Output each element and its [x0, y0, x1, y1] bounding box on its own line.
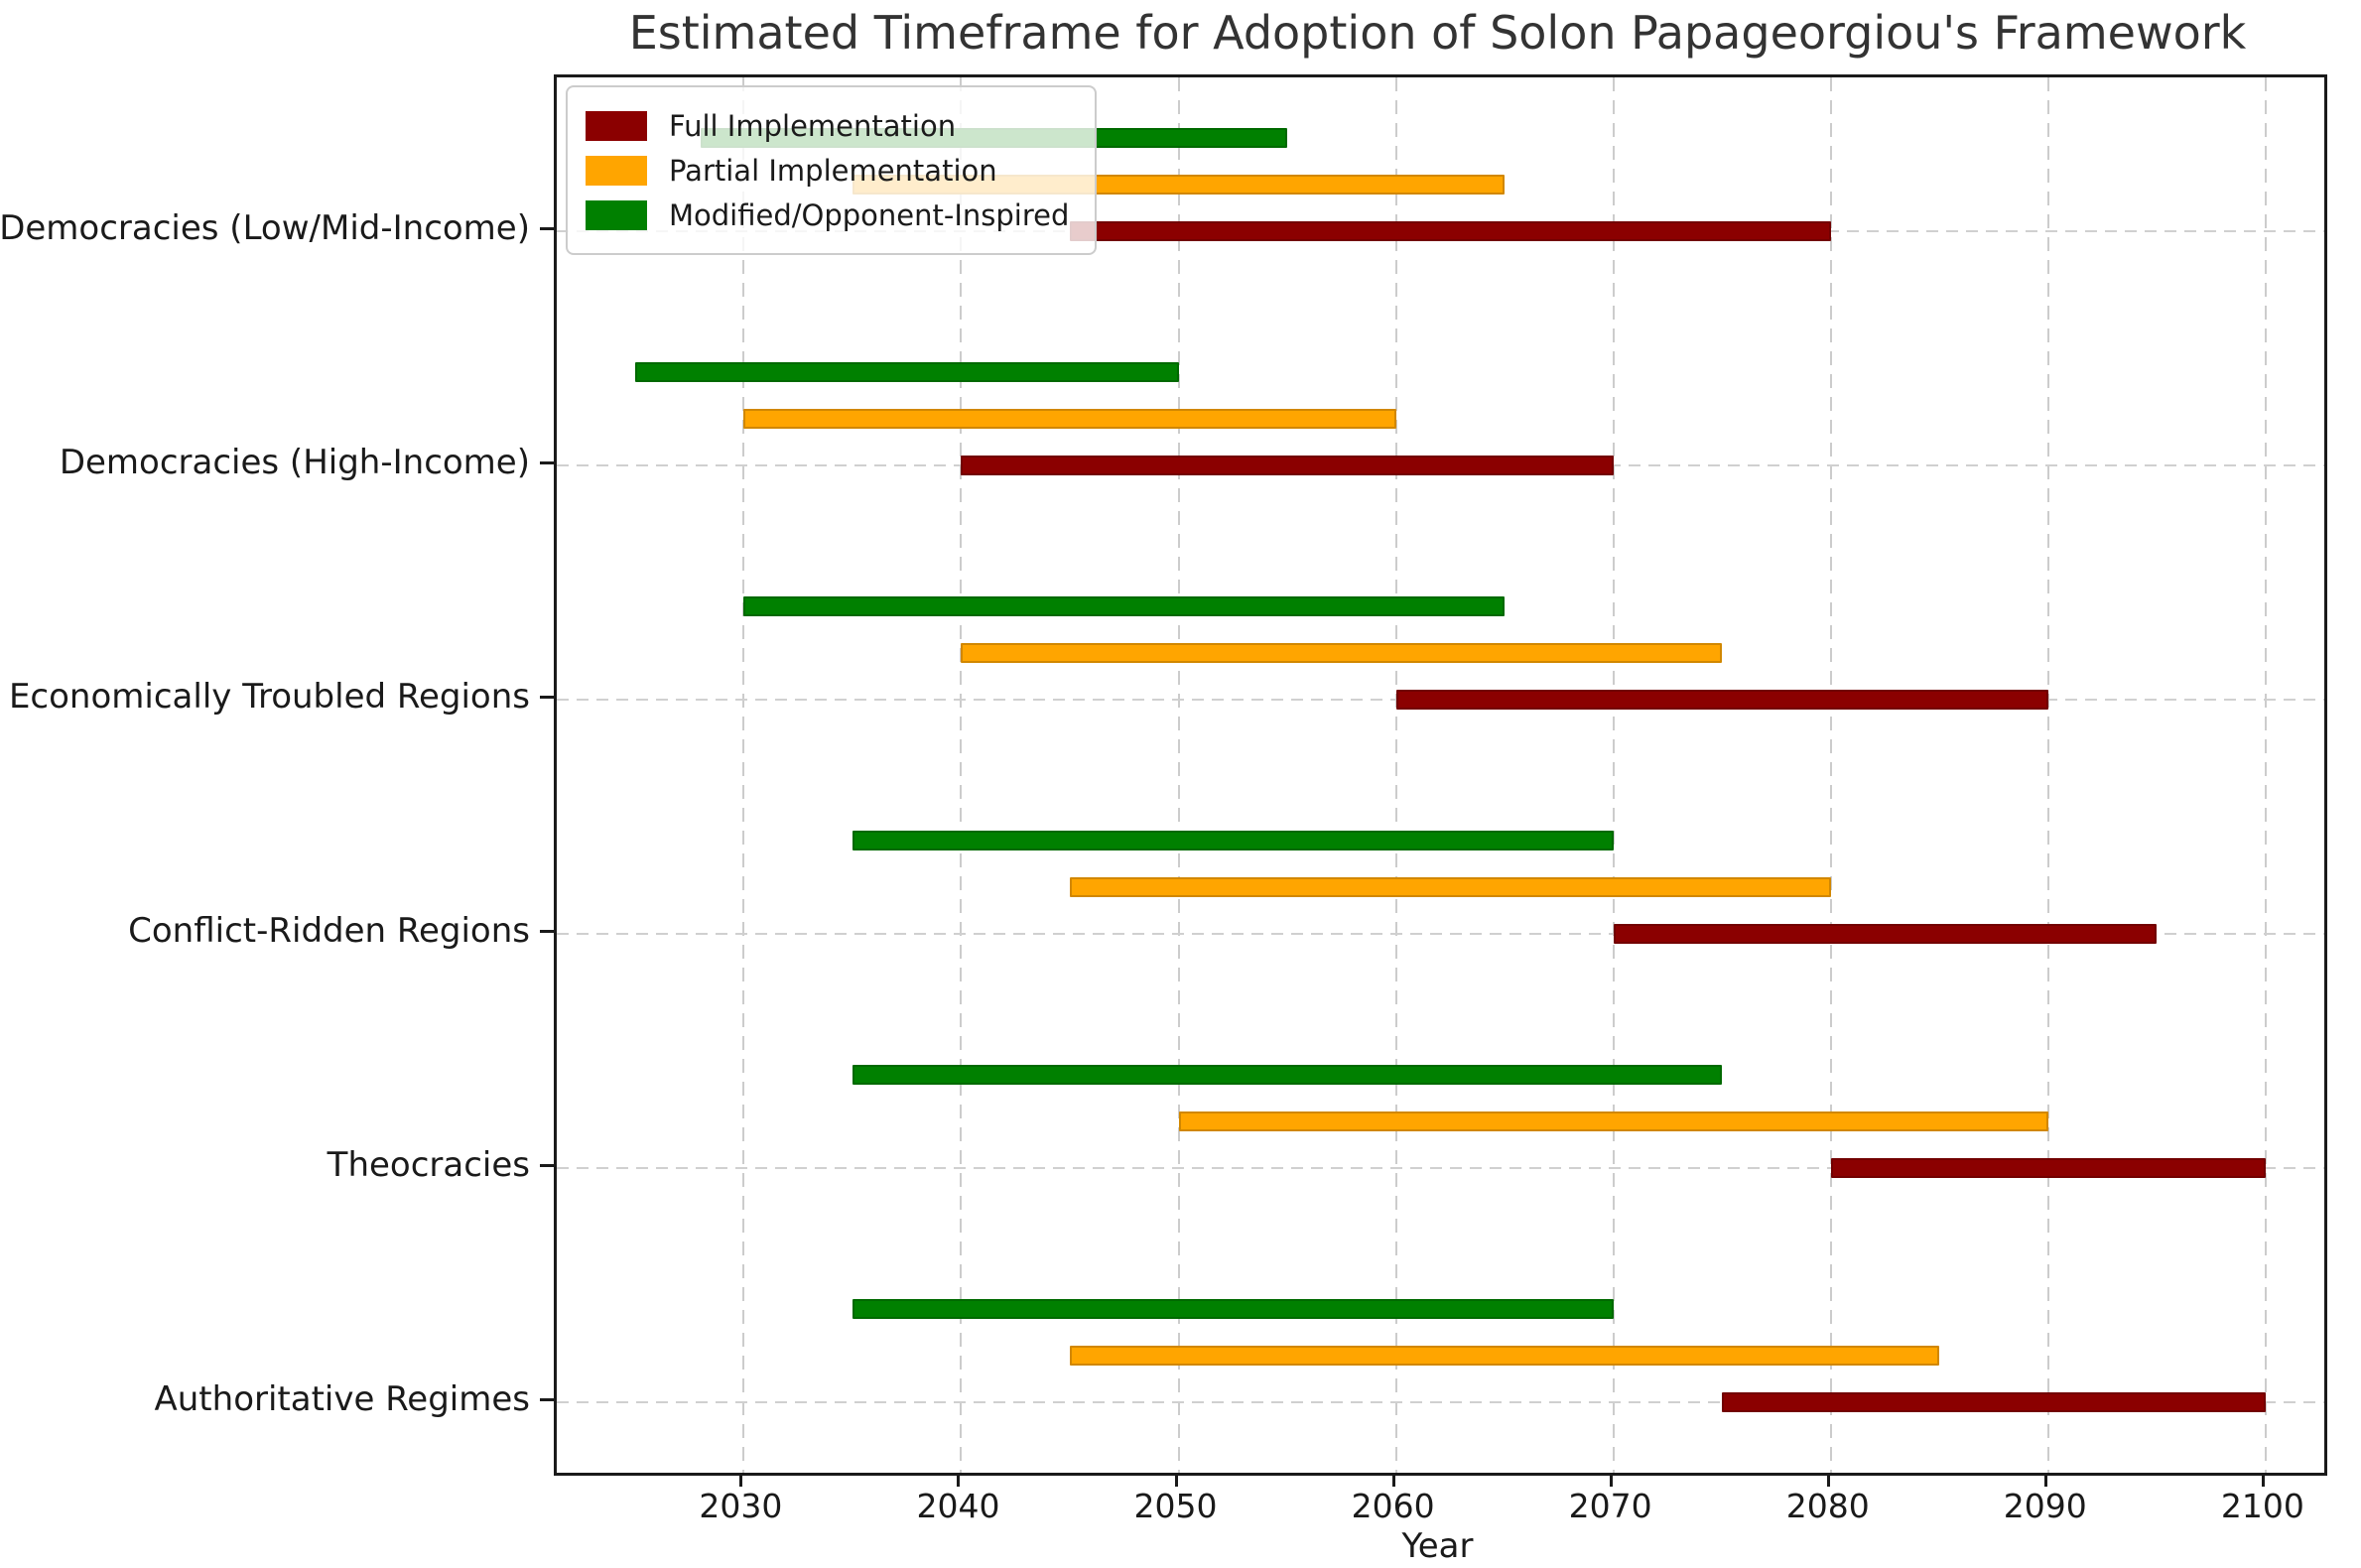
x-tick-mark-2090 [2043, 1473, 2047, 1487]
x-tick-label-2050: 2050 [1133, 1487, 1218, 1525]
bar-modified-opponent-inspired-democracies-high-income [634, 362, 1179, 382]
gridline-y-conflict-ridden-regions [557, 933, 2324, 935]
x-tick-label-2030: 2030 [699, 1487, 783, 1525]
legend-item-partial-implementation: Partial Implementation [586, 148, 1069, 193]
bar-full-implementation-conflict-ridden-regions [1613, 924, 2158, 944]
bar-full-implementation-democracies-low-mid-income [1069, 221, 1831, 241]
bar-modified-opponent-inspired-conflict-ridden-regions [852, 831, 1614, 850]
gridline-x-2060 [1394, 77, 1397, 1473]
y-tick-label-democracies-low-mid-income: Democracies (Low/Mid-Income) [0, 208, 530, 248]
bar-partial-implementation-conflict-ridden-regions [1069, 877, 1831, 897]
bar-modified-opponent-inspired-theocracies [852, 1065, 1723, 1085]
x-tick-mark-2060 [1391, 1473, 1395, 1487]
y-tick-mark-authoritative-regimes [540, 1398, 554, 1401]
y-tick-mark-theocracies [540, 1164, 554, 1167]
y-tick-mark-democracies-high-income [540, 461, 554, 464]
legend-swatch-modified-opponent-inspired [586, 199, 647, 230]
bar-modified-opponent-inspired-economically-troubled-regions [743, 596, 1506, 616]
bar-partial-implementation-economically-troubled-regions [961, 643, 1723, 663]
y-tick-label-conflict-ridden-regions: Conflict-Ridden Regions [128, 911, 530, 951]
gridline-x-2090 [2046, 77, 2049, 1473]
x-tick-mark-2070 [1609, 1473, 1613, 1487]
x-tick-mark-2040 [957, 1473, 961, 1487]
y-tick-mark-democracies-low-mid-income [540, 227, 554, 230]
x-tick-label-2040: 2040 [916, 1487, 1000, 1525]
legend-swatch-partial-implementation [586, 155, 647, 186]
legend-item-modified-opponent-inspired: Modified/Opponent-Inspired [586, 193, 1069, 237]
y-tick-mark-conflict-ridden-regions [540, 930, 554, 933]
bar-partial-implementation-theocracies [1178, 1111, 2048, 1131]
gridline-y-theocracies [557, 1167, 2324, 1169]
x-axis-label: Year [1401, 1526, 1474, 1566]
bar-partial-implementation-authoritative-regimes [1069, 1346, 1940, 1366]
gridline-x-2030 [742, 77, 745, 1473]
legend-item-full-implementation: Full Implementation [586, 103, 1069, 148]
x-tick-mark-2080 [1826, 1473, 1830, 1487]
x-tick-label-2100: 2100 [2220, 1487, 2304, 1525]
y-tick-mark-economically-troubled-regions [540, 696, 554, 699]
chart-title: Estimated Timeframe for Adoption of Solo… [628, 6, 2247, 60]
plot-area [554, 74, 2327, 1476]
gridline-x-2100 [2264, 77, 2267, 1473]
x-tick-mark-2030 [739, 1473, 743, 1487]
y-tick-label-authoritative-regimes: Authoritative Regimes [154, 1379, 531, 1419]
bar-modified-opponent-inspired-authoritative-regimes [852, 1299, 1614, 1319]
bar-full-implementation-theocracies [1830, 1158, 2266, 1178]
legend-swatch-full-implementation [586, 110, 647, 141]
x-tick-mark-2100 [2261, 1473, 2265, 1487]
gridline-x-2070 [1612, 77, 1615, 1473]
bar-full-implementation-economically-troubled-regions [1395, 690, 2048, 710]
x-tick-mark-2050 [1174, 1473, 1178, 1487]
bar-full-implementation-democracies-high-income [961, 456, 1614, 475]
x-tick-label-2080: 2080 [1785, 1487, 1870, 1525]
y-tick-label-democracies-high-income: Democracies (High-Income) [59, 443, 530, 482]
legend-label-modified-opponent-inspired: Modified/Opponent-Inspired [669, 197, 1070, 232]
legend-label-full-implementation: Full Implementation [669, 108, 957, 143]
gridline-x-2080 [1829, 77, 1832, 1473]
bar-partial-implementation-democracies-high-income [743, 409, 1396, 429]
bar-full-implementation-authoritative-regimes [1722, 1392, 2266, 1412]
x-tick-label-2090: 2090 [2003, 1487, 2087, 1525]
legend-label-partial-implementation: Partial Implementation [669, 153, 997, 188]
gridline-x-2050 [1177, 77, 1180, 1473]
x-tick-label-2060: 2060 [1351, 1487, 1435, 1525]
x-tick-label-2070: 2070 [1568, 1487, 1652, 1525]
gridline-x-2040 [960, 77, 963, 1473]
gridline-y-authoritative-regimes [557, 1401, 2324, 1403]
y-tick-label-economically-troubled-regions: Economically Troubled Regions [8, 677, 530, 717]
y-tick-label-theocracies: Theocracies [327, 1145, 530, 1185]
legend: Full Implementation Partial Implementatio… [566, 85, 1098, 255]
